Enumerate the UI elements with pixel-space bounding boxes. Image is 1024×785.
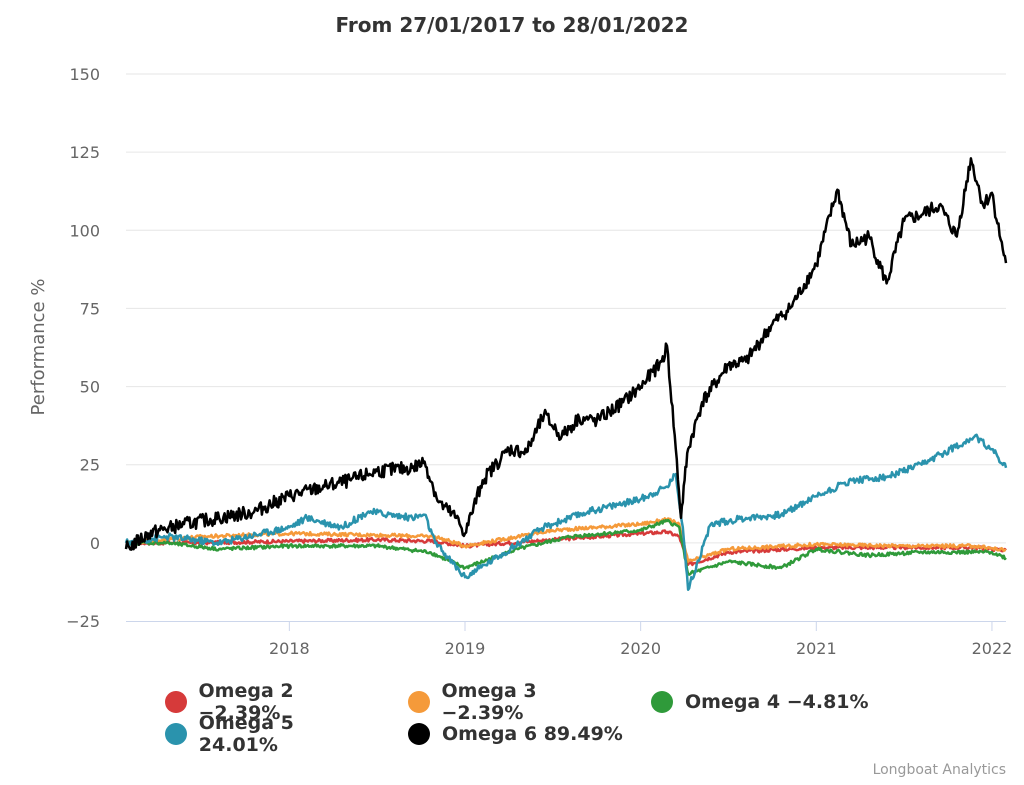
y-axis-ticks: −25 0 25 50 75 100 125 150 xyxy=(66,65,100,631)
y-tick-label: 0 xyxy=(90,534,100,553)
y-tick-label: 25 xyxy=(80,456,100,475)
x-tick-label: 2022 xyxy=(972,639,1013,658)
y-tick-label: −25 xyxy=(66,612,100,631)
y-tick-label: 125 xyxy=(69,143,100,162)
y-tick-label: 75 xyxy=(80,299,100,318)
legend-item-omega-6[interactable]: Omega 6 89.49% xyxy=(408,723,623,745)
legend-label: Omega 5 24.01% xyxy=(198,712,294,756)
y-tick-label: 50 xyxy=(80,378,100,397)
series-color-dot xyxy=(408,723,430,745)
series-line-omega-6 xyxy=(124,157,1008,551)
chart-title: From 27/01/2017 to 28/01/2022 xyxy=(336,13,689,37)
legend-item-omega-4[interactable]: Omega 4 −4.81% xyxy=(651,691,869,713)
series-color-dot xyxy=(165,723,187,745)
series-color-dot xyxy=(408,691,430,713)
x-tick-label: 2021 xyxy=(796,639,837,658)
y-axis-label: Performance % xyxy=(28,279,49,416)
legend-label: Omega 6 89.49% xyxy=(442,723,623,745)
series-lines xyxy=(124,157,1008,591)
series-color-dot xyxy=(165,691,187,713)
legend-label: Omega 4 −4.81% xyxy=(685,691,869,713)
series-line-omega-2 xyxy=(125,529,1007,567)
x-axis-ticks: 2018 2019 2020 2021 2022 xyxy=(269,621,1012,658)
x-tick-label: 2019 xyxy=(445,639,486,658)
legend-item-omega-2[interactable]: Omega 2 −2.39% xyxy=(165,680,378,724)
legend: Omega 2 −2.39% Omega 3 −2.39% Omega 4 −4… xyxy=(165,680,905,756)
series-color-dot xyxy=(651,691,673,713)
credit-link[interactable]: Longboat Analytics xyxy=(872,762,1006,778)
legend-item-omega-3[interactable]: Omega 3 −2.39% xyxy=(408,680,621,724)
x-tick-label: 2020 xyxy=(620,639,661,658)
legend-item-omega-5[interactable]: Omega 5 24.01% xyxy=(165,712,378,756)
gridlines xyxy=(126,73,1006,544)
series-line-omega-4 xyxy=(124,518,1007,576)
y-tick-label: 100 xyxy=(69,221,100,240)
legend-label: Omega 2 −2.39% xyxy=(198,680,294,724)
x-tick-label: 2018 xyxy=(269,639,310,658)
legend-label: Omega 3 −2.39% xyxy=(441,680,537,724)
series-line-omega-5 xyxy=(124,433,1008,591)
y-tick-label: 150 xyxy=(69,65,100,84)
